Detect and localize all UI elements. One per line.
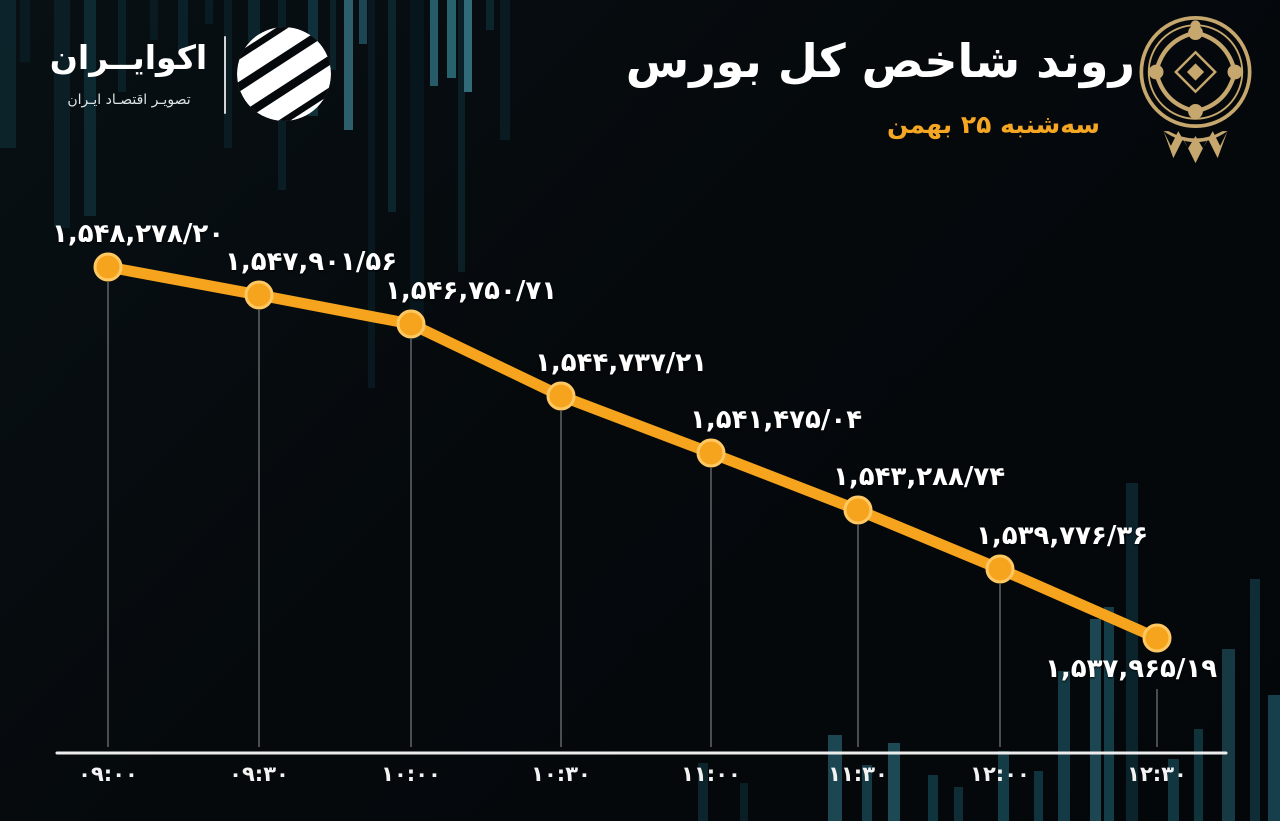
point-value-label: ۱,۵۳۹,۷۷۶/۳۶ xyxy=(976,521,1149,551)
point-value-label: ۱,۵۳۷,۹۶۵/۱۹ xyxy=(1045,654,1218,684)
x-axis-tick-label: ۱۰:۳۰ xyxy=(531,762,591,786)
data-point-marker xyxy=(696,438,726,468)
x-axis-tick-label: ۱۲:۰۰ xyxy=(970,762,1030,786)
data-point-marker xyxy=(244,280,274,310)
brand-name: اکوایــران xyxy=(49,38,208,77)
x-axis-tick-label: ۰۹:۳۰ xyxy=(229,762,289,786)
x-axis-tick-label: ۱۱:۳۰ xyxy=(828,762,888,786)
point-value-label: ۱,۵۴۱,۴۷۵/۰۴ xyxy=(690,405,863,435)
point-value-label: ۱,۵۴۷,۹۰۱/۵۶ xyxy=(225,247,398,277)
trend-line xyxy=(102,261,1163,644)
bourse-emblem-icon xyxy=(1139,15,1252,164)
page-date: سه‌شنبه ۲۵ بهمن xyxy=(887,110,1100,139)
data-point-marker xyxy=(1142,623,1172,653)
data-point-marker xyxy=(843,495,873,525)
data-point-marker xyxy=(985,554,1015,584)
data-point-marker xyxy=(396,309,426,339)
x-axis-tick-label: ۱۰:۰۰ xyxy=(381,762,441,786)
ecoiran-logo-icon xyxy=(237,27,331,121)
point-value-label: ۱,۵۴۳,۲۸۸/۷۴ xyxy=(833,462,1006,492)
point-value-label: ۱,۵۴۶,۷۵۰/۷۱ xyxy=(385,276,558,306)
data-point-marker xyxy=(546,381,576,411)
data-point-marker xyxy=(93,252,123,282)
x-axis-tick-label: ۰۹:۰۰ xyxy=(78,762,138,786)
logo-divider xyxy=(224,36,226,114)
x-axis-tick-label: ۱۲:۳۰ xyxy=(1127,762,1187,786)
x-axis-tick-label: ۱۱:۰۰ xyxy=(681,762,741,786)
point-value-label: ۱,۵۴۸,۲۷۸/۲۰ xyxy=(52,219,225,249)
page-title: روند شاخص کل بورس xyxy=(625,34,1136,88)
brand-tagline: تصویـر اقتصـاد ایـران xyxy=(67,92,191,108)
point-value-label: ۱,۵۴۴,۷۳۷/۲۱ xyxy=(535,348,708,378)
